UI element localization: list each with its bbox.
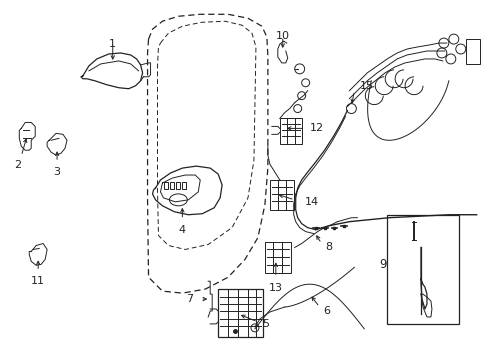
Bar — [176, 182, 180, 189]
Text: 14: 14 — [304, 197, 318, 207]
Text: 15: 15 — [359, 81, 372, 91]
Bar — [269, 180, 293, 210]
Bar — [164, 182, 168, 189]
Bar — [264, 242, 290, 273]
Text: 8: 8 — [325, 243, 332, 252]
Text: 9: 9 — [379, 258, 386, 271]
Text: 6: 6 — [323, 306, 330, 316]
Bar — [465, 39, 479, 64]
Text: 5: 5 — [262, 319, 268, 329]
Bar — [386, 215, 458, 324]
Bar — [279, 118, 301, 144]
Text: 13: 13 — [268, 283, 282, 293]
Text: 2: 2 — [14, 160, 21, 170]
Text: 7: 7 — [186, 294, 193, 304]
Text: 4: 4 — [179, 225, 185, 235]
Bar — [170, 182, 174, 189]
Text: 11: 11 — [31, 276, 45, 286]
Text: 1: 1 — [109, 39, 116, 49]
Text: 12: 12 — [309, 123, 323, 134]
Text: 10: 10 — [275, 31, 289, 41]
Bar — [182, 182, 186, 189]
Bar — [218, 289, 263, 337]
Text: 3: 3 — [54, 167, 61, 177]
